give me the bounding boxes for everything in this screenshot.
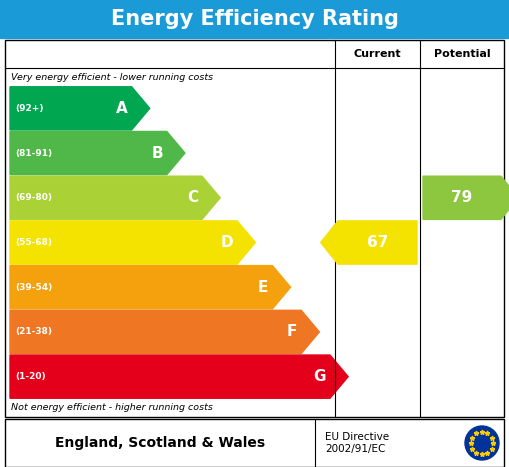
- Text: (92+): (92+): [15, 104, 43, 113]
- Polygon shape: [10, 355, 348, 398]
- Text: England, Scotland & Wales: England, Scotland & Wales: [55, 436, 265, 450]
- Polygon shape: [10, 176, 220, 219]
- Bar: [5, 40, 504, 417]
- Polygon shape: [10, 266, 291, 309]
- Text: (55-68): (55-68): [15, 238, 52, 247]
- Text: (81-91): (81-91): [15, 149, 52, 157]
- Text: F: F: [287, 325, 297, 340]
- Text: (69-80): (69-80): [15, 193, 52, 202]
- Polygon shape: [10, 132, 185, 175]
- Text: Energy Efficiency Rating: Energy Efficiency Rating: [110, 9, 399, 29]
- Polygon shape: [10, 221, 256, 264]
- Polygon shape: [10, 87, 150, 130]
- Text: G: G: [314, 369, 326, 384]
- Polygon shape: [423, 176, 509, 219]
- Text: B: B: [151, 146, 163, 161]
- Text: (1-20): (1-20): [15, 372, 46, 381]
- Text: Current: Current: [354, 49, 401, 59]
- Text: (21-38): (21-38): [15, 327, 52, 336]
- Text: Very energy efficient - lower running costs: Very energy efficient - lower running co…: [11, 72, 213, 82]
- Text: A: A: [116, 101, 128, 116]
- Polygon shape: [321, 221, 417, 264]
- Text: D: D: [220, 235, 233, 250]
- Text: Not energy efficient - higher running costs: Not energy efficient - higher running co…: [11, 403, 213, 412]
- Text: EU Directive
2002/91/EC: EU Directive 2002/91/EC: [325, 432, 389, 454]
- Text: C: C: [187, 190, 198, 205]
- Circle shape: [465, 426, 499, 460]
- Text: 67: 67: [367, 235, 388, 250]
- Text: 79: 79: [451, 190, 473, 205]
- Bar: [0, 0, 509, 38]
- Text: (39-54): (39-54): [15, 283, 52, 292]
- Text: E: E: [258, 280, 268, 295]
- Polygon shape: [10, 310, 319, 354]
- Bar: [5, 419, 504, 467]
- Text: Potential: Potential: [434, 49, 490, 59]
